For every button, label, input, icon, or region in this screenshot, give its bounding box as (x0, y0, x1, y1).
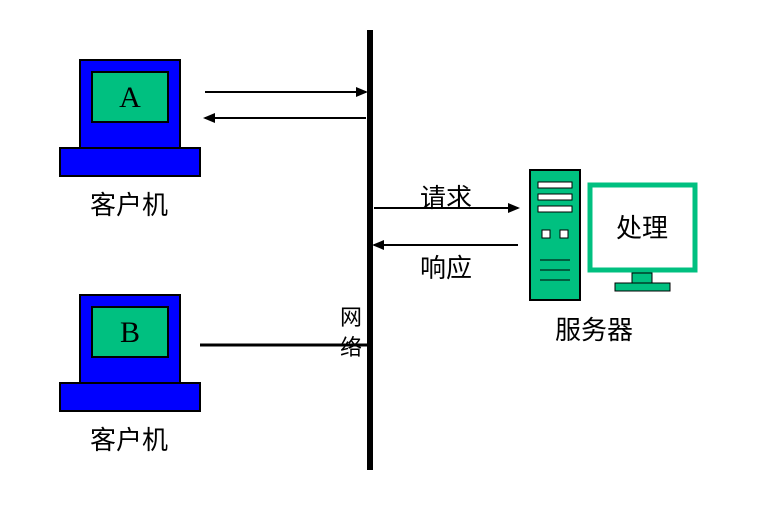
client-a-icon: A (60, 60, 200, 176)
response-label: 响应 (420, 248, 472, 285)
svg-text:B: B (120, 316, 140, 349)
server-icon: 处理 (530, 170, 695, 300)
svg-text:处理: 处理 (616, 214, 668, 243)
request-label: 请求 (420, 178, 472, 215)
network-label-bottom: 络 (340, 330, 362, 362)
client-a-label: 客户机 (90, 185, 168, 222)
server-label: 服务器 (555, 310, 633, 347)
network-label-top: 网 (340, 300, 362, 332)
svg-text:A: A (119, 81, 141, 114)
client-b-label: 客户机 (90, 420, 168, 457)
client-b-icon: B (60, 295, 200, 411)
